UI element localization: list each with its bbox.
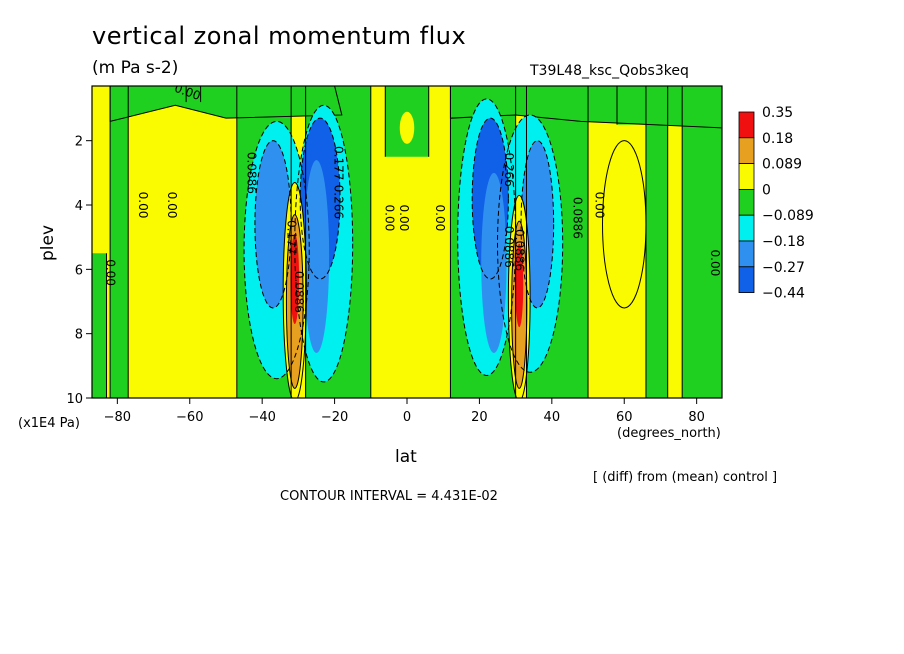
x-tick-label: 20 [471, 410, 488, 425]
colorbar-label: 0.18 [762, 131, 793, 147]
contour-label: 0.00 [103, 259, 117, 286]
yellow-patch-b [602, 140, 646, 308]
contour-label: 0.00 [165, 192, 179, 219]
colorbar-swatch [738, 163, 755, 190]
diff-note: [ (diff) from (mean) control ] [593, 470, 778, 485]
blue-region-south [254, 140, 292, 308]
contour-neg-2 [299, 117, 341, 280]
colorbar-swatch [738, 137, 755, 165]
x-tick-label: 80 [688, 410, 705, 425]
experiment-name: T39L48_ksc_Qobs3keq [530, 63, 689, 79]
y-tick-label: 4 [75, 199, 83, 214]
y-axis-unit: (x1E4 Pa) [18, 416, 80, 431]
red-core-north [515, 243, 524, 328]
x-tick-label: 60 [616, 410, 633, 425]
contour-label: 0.00 [382, 205, 396, 232]
green-band-10 [682, 86, 722, 398]
y-tick-label: 6 [75, 263, 83, 278]
contour-neg-4 [497, 114, 564, 373]
contour-label: 0.0886 [292, 271, 306, 313]
colorbar-label: 0.089 [762, 157, 802, 173]
contour-label: 0.0886 [502, 226, 516, 268]
contour-label: 0.0886 [245, 152, 259, 194]
contour-label: 0.266 [502, 152, 516, 186]
contour-pos-1 [285, 214, 304, 389]
yellow-patch-c [399, 111, 415, 144]
contour-label: 0.266 [332, 185, 346, 219]
contour-interval: CONTOUR INTERVAL = 4.431E-02 [280, 489, 498, 504]
blue-region-south-2 [303, 159, 330, 353]
y-tick-label: 2 [75, 135, 83, 150]
heatmap-field [92, 86, 722, 398]
yellow-patch-a [198, 185, 210, 225]
colorbar: 0.35 0.18 0.089 0 −0.089 −0.18 −0.27 −0.44 [738, 105, 814, 302]
contour-label: 0.0886 [513, 229, 527, 271]
x-tick-label: 40 [544, 410, 561, 425]
contour-neg-0 [243, 120, 310, 380]
y-axis: 2 4 6 8 10 [66, 135, 92, 407]
colorbar-label: −0.27 [762, 260, 805, 276]
contour-label: 0.00 [136, 192, 150, 219]
contour-neg-6 [471, 117, 509, 280]
colorbar-swatch [738, 214, 755, 242]
colorbar-label: −0.18 [762, 234, 805, 250]
contour-label: 0.177 [285, 220, 299, 254]
green-band-1 [110, 86, 129, 398]
x-axis-unit: (degrees_north) [617, 426, 721, 441]
contour-pos-0 [282, 182, 307, 398]
colorbar-swatch [738, 266, 755, 293]
colorbar-label: 0 [762, 182, 771, 198]
colorbar-swatch [738, 111, 755, 139]
contour-label: 0.00 [708, 250, 722, 277]
contour-label: 0.00 [397, 205, 411, 232]
y-tick-label: 8 [75, 328, 83, 343]
contour-neg-5 [520, 140, 555, 309]
contour-label: 0.00 [592, 192, 606, 219]
colorbar-label: 0.35 [762, 105, 793, 121]
colorbar-swatch [738, 188, 755, 216]
contour-label: 0.177 [332, 146, 346, 180]
x-tick-label: 0 [403, 410, 411, 425]
green-band-9 [645, 86, 668, 398]
blue-region-north-2 [481, 172, 507, 353]
y-tick-label: 10 [66, 392, 83, 407]
colorbar-label: −0.44 [762, 286, 805, 302]
y-axis-label: plev [38, 225, 58, 261]
x-tick-label: −80 [104, 410, 131, 425]
green-band-0 [92, 253, 107, 398]
colorbar-label: −0.089 [762, 208, 814, 224]
x-tick-label: −20 [321, 410, 348, 425]
contour-lines [92, 86, 722, 398]
x-tick-label: −60 [176, 410, 203, 425]
contour-label: 0.00 [433, 205, 447, 232]
x-tick-label: −40 [248, 410, 275, 425]
chart-units: (m Pa s-2) [92, 58, 179, 78]
colorbar-swatch [738, 240, 755, 268]
x-axis: −80 −60 −40 −20 0 20 40 60 80 [104, 398, 705, 425]
contour-neg-3 [294, 104, 354, 383]
x-axis-label: lat [395, 447, 417, 467]
contour-label: 0.0886 [571, 197, 585, 239]
chart-title: vertical zonal momentum flux [92, 22, 467, 50]
